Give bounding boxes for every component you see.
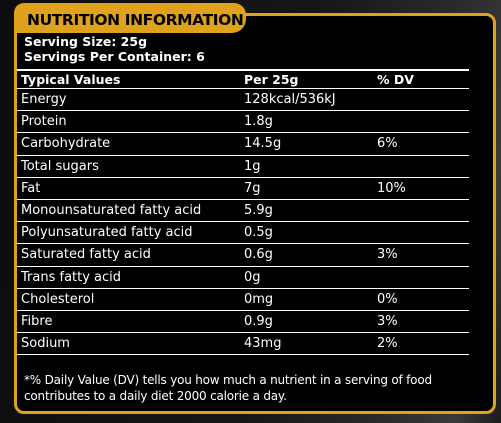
- nutrient-name: Carbohydrate: [21, 136, 111, 152]
- table-row: Carbohydrate 14.5g 6%: [17, 133, 469, 156]
- nutrient-name: Energy: [21, 92, 67, 107]
- daily-value-footnote: *% Daily Value (DV) tells you how much a…: [24, 373, 432, 403]
- nutrient-name: Polyunsaturated fatty acid: [21, 225, 193, 241]
- table-row: Energy 128kcal/536kJ: [17, 89, 469, 112]
- nutrient-name: Protein: [21, 114, 67, 130]
- table-header-row: Typical Values Per 25g % DV: [17, 71, 469, 89]
- nutrient-name: Fat: [21, 180, 41, 196]
- panel-title: NUTRITION INFORMATION: [27, 11, 244, 29]
- nutrient-name: Cholesterol: [21, 291, 95, 307]
- header-daily-value: % DV: [377, 72, 414, 87]
- table-row: Total sugars 1g: [17, 156, 469, 178]
- table-row: Polyunsaturated fatty acid 0.5g: [17, 222, 469, 245]
- nutrition-panel: [14, 13, 496, 414]
- nutrient-daily-value: 6%: [377, 136, 398, 152]
- nutrient-amount: 0g: [244, 269, 261, 285]
- table-row: Monounsaturated fatty acid 5.9g: [17, 200, 469, 223]
- nutrient-daily-value: 2%: [377, 336, 398, 352]
- nutrient-name: Trans fatty acid: [21, 269, 122, 285]
- serving-size: Serving Size: 25g: [24, 34, 148, 49]
- nutrient-amount: 1.8g: [244, 114, 273, 130]
- nutrient-amount: 7g: [244, 180, 261, 196]
- nutrient-name: Fibre: [21, 313, 53, 329]
- servings-per-container: Servings Per Container: 6: [24, 49, 205, 64]
- nutrient-name: Monounsaturated fatty acid: [21, 202, 202, 218]
- table-row: Saturated fatty acid 0.6g 3%: [17, 244, 469, 267]
- nutrient-daily-value: 0%: [377, 291, 398, 307]
- table-row: Protein 1.8g: [17, 111, 469, 134]
- table-row: Cholesterol 0mg 0%: [17, 289, 469, 311]
- nutrient-name: Total sugars: [21, 158, 99, 174]
- table-row: Fat 7g 10%: [17, 178, 469, 200]
- nutrient-daily-value: 3%: [377, 313, 398, 329]
- nutrient-amount: 5.9g: [244, 202, 273, 218]
- nutrient-amount: 14.5g: [244, 136, 282, 152]
- nutrient-name: Sodium: [21, 336, 70, 352]
- nutrition-table: Typical Values Per 25g % DV Energy 128kca…: [17, 69, 469, 356]
- nutrient-amount: 0mg: [244, 291, 274, 307]
- header-typical-values: Typical Values: [21, 72, 121, 87]
- nutrient-name: Saturated fatty acid: [21, 247, 151, 263]
- nutrient-amount: 0.5g: [244, 225, 273, 241]
- table-row: Fibre 0.9g 3%: [17, 311, 469, 334]
- nutrient-amount: 0.9g: [244, 313, 273, 329]
- nutrient-daily-value: 3%: [377, 247, 398, 263]
- nutrient-amount: 128kcal/536kJ: [244, 92, 336, 107]
- table-row: Sodium 43mg 2%: [17, 333, 469, 356]
- nutrient-amount: 43mg: [244, 336, 282, 352]
- table-row: Trans fatty acid 0g: [17, 267, 469, 289]
- nutrient-amount: 1g: [244, 158, 261, 174]
- nutrient-daily-value: 10%: [377, 180, 406, 196]
- title-tab: [14, 3, 246, 33]
- nutrient-amount: 0.6g: [244, 247, 273, 263]
- header-per-serving: Per 25g: [244, 72, 299, 87]
